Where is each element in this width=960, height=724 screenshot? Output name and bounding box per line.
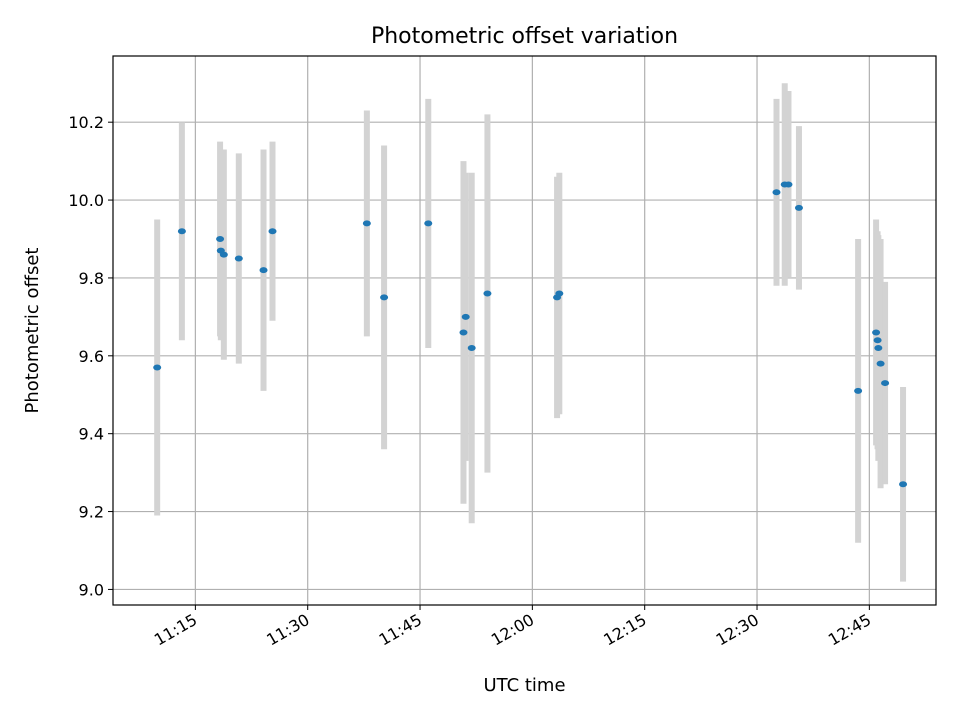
data-point bbox=[772, 189, 781, 196]
data-point bbox=[881, 380, 890, 387]
data-point bbox=[216, 236, 225, 242]
y-tick-label: 9.4 bbox=[79, 425, 104, 444]
data-point bbox=[854, 387, 863, 394]
chart-title: Photometric offset variation bbox=[371, 24, 678, 49]
data-point bbox=[380, 294, 389, 301]
data-point bbox=[362, 220, 371, 227]
data-point bbox=[483, 290, 492, 297]
data-point bbox=[874, 345, 883, 352]
data-point bbox=[234, 255, 243, 262]
data-points bbox=[153, 181, 908, 488]
data-point bbox=[467, 345, 476, 352]
data-point bbox=[873, 337, 882, 344]
y-tick-label: 9.6 bbox=[79, 347, 104, 366]
y-tick-label: 10.0 bbox=[68, 191, 104, 210]
data-point bbox=[259, 267, 268, 274]
data-point bbox=[899, 481, 908, 488]
plot-frame bbox=[112, 55, 937, 606]
y-tick-label: 9.0 bbox=[79, 580, 104, 599]
x-axis-label: UTC time bbox=[483, 675, 565, 696]
data-point bbox=[876, 360, 885, 367]
data-point bbox=[784, 181, 793, 188]
data-point bbox=[268, 228, 277, 235]
data-point bbox=[459, 329, 468, 336]
data-point bbox=[219, 251, 228, 258]
data-point bbox=[794, 204, 803, 211]
y-tick-label: 9.2 bbox=[79, 503, 104, 522]
y-axis-label: Photometric offset bbox=[22, 248, 43, 414]
data-point bbox=[424, 220, 433, 227]
y-tick-label: 10.2 bbox=[68, 113, 104, 132]
data-point bbox=[153, 364, 162, 371]
data-point bbox=[461, 313, 470, 320]
data-point bbox=[177, 228, 186, 235]
y-tick-label: 9.8 bbox=[79, 269, 104, 288]
data-point bbox=[555, 290, 564, 297]
data-point bbox=[872, 329, 881, 336]
